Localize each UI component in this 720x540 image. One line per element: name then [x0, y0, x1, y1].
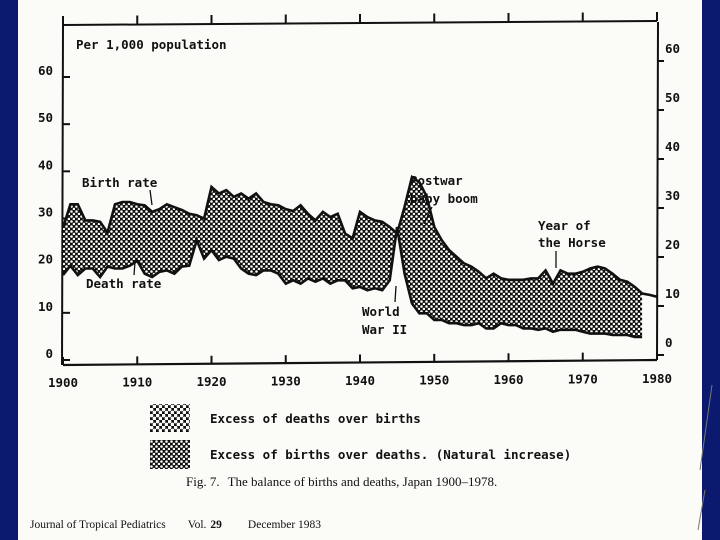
annotation-birth-rate: Birth rate	[82, 175, 158, 190]
x-tick-label: 1930	[271, 374, 301, 389]
y-tick-label-right: 50	[665, 90, 680, 105]
x-tick-label: 1950	[419, 373, 449, 388]
natural-increase-area	[63, 177, 643, 337]
scan-edge-mark	[697, 384, 713, 531]
y-tick-label-right: 30	[665, 188, 680, 203]
footer-volume-label: Vol.	[188, 519, 207, 531]
y-tick-label-right: 0	[665, 335, 673, 350]
legend-label-deaths: Excess of deaths over births	[210, 411, 421, 426]
x-tick-label: 1910	[122, 375, 152, 390]
legend-swatch-deaths	[150, 404, 190, 432]
y-tick-label-right: 40	[665, 139, 680, 154]
y-tick-label-left: 30	[38, 205, 53, 220]
birth-rate-line	[61, 174, 658, 299]
footer-journal: Journal of Tropical Pediatrics	[30, 519, 166, 531]
figure-title: The balance of births and deaths, Japan …	[228, 474, 498, 489]
y-axis-label: Per 1,000 population	[76, 37, 227, 52]
figure-caption: Fig. 7. The balance of births and deaths,…	[186, 474, 497, 489]
y-tick-label-left: 10	[38, 299, 53, 314]
x-tick-label: 1920	[196, 374, 226, 389]
legend-swatch-births	[150, 440, 190, 469]
figure-label: Fig. 7.	[186, 474, 220, 489]
y-tick-label-left: 0	[45, 346, 53, 361]
annotation-ww2-line1: World	[362, 304, 400, 319]
death-rate-line	[61, 226, 643, 339]
annotation-postwar-line1: Postwar	[410, 173, 463, 188]
footer: Journal of Tropical Pediatrics Vol. 29 Dece…	[30, 519, 321, 531]
x-tick-label: 1970	[568, 372, 598, 387]
annotation-death-rate: Death rate	[86, 276, 162, 291]
y-tick-label-left: 60	[38, 63, 53, 78]
footer-date: December 1983	[248, 519, 321, 531]
y-tick-label-left: 50	[38, 110, 53, 125]
x-tick-label: 1900	[48, 375, 78, 390]
y-tick-label-right: 10	[665, 286, 680, 301]
x-tick-label: 1940	[345, 373, 375, 388]
x-tick-label: 1980	[642, 371, 672, 386]
x-tick-label: 1960	[493, 372, 523, 387]
y-tick-label-right: 60	[665, 41, 680, 56]
y-tick-label-left: 20	[38, 252, 53, 267]
right-axis-line	[656, 21, 659, 361]
left-axis-line	[61, 24, 64, 366]
footer-volume: 29	[210, 519, 222, 531]
annotation-horse-line2: the Horse	[538, 235, 606, 250]
y-tick-label-left: 40	[38, 157, 53, 172]
annotation-horse-line1: Year of	[538, 218, 591, 233]
annotation-postwar-line2: baby boom	[410, 191, 478, 206]
y-tick-label-right: 20	[665, 237, 680, 252]
legend-label-births: Excess of births over deaths. (Natural i…	[210, 447, 571, 462]
annotation-ww2-line2: War II	[362, 322, 407, 337]
